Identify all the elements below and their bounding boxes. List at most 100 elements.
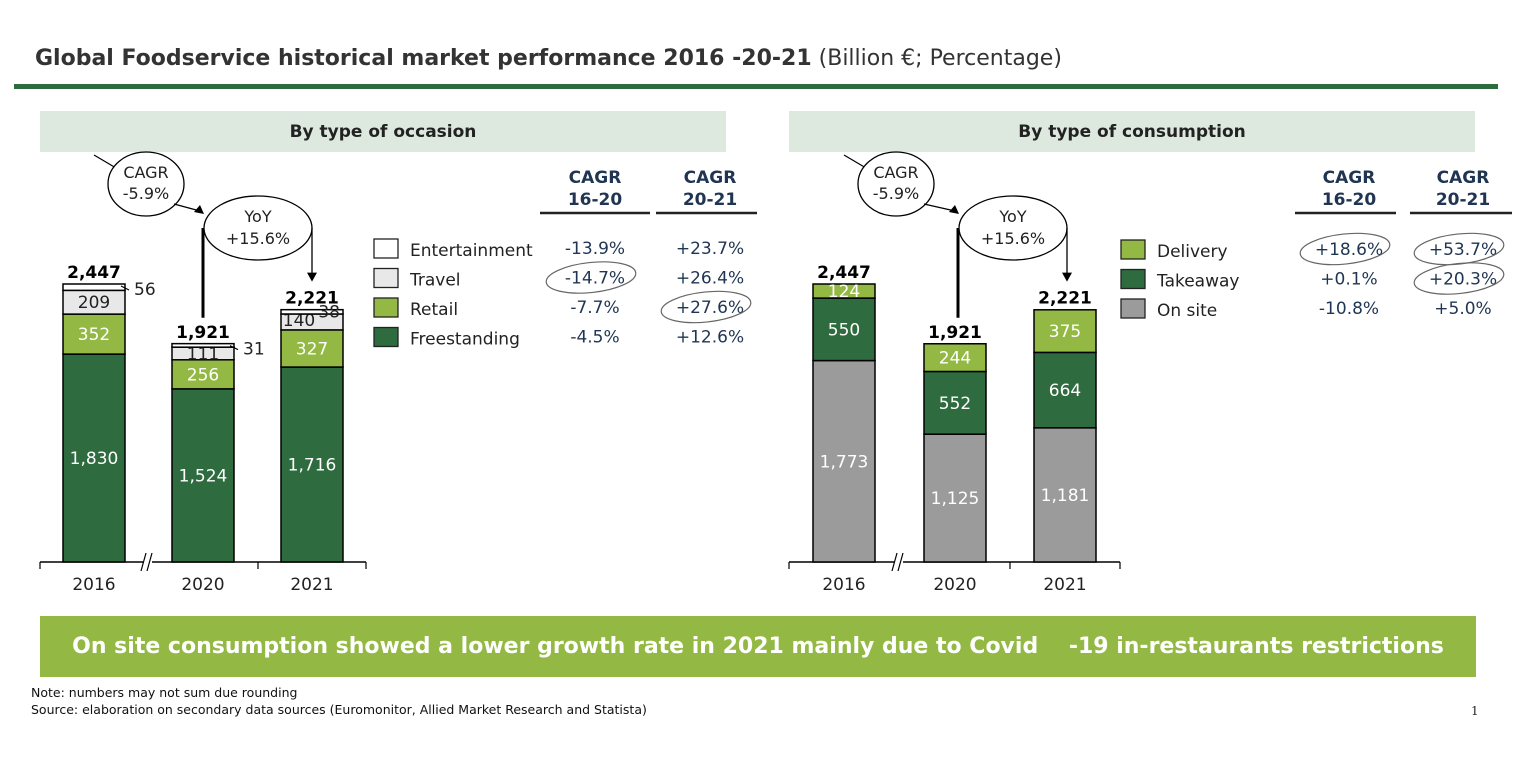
occasion-label-entertainment-2016: 56: [134, 280, 156, 300]
consumption-label-takeaway-2021: 664: [1049, 381, 1081, 401]
consumption-bar-takeaway-2020: [923, 370, 987, 435]
occasion-leader-line: [120, 285, 130, 291]
consumption-cagr-arrow: [923, 203, 956, 212]
consumption-bar-delivery-2021: [1033, 309, 1097, 354]
occasion-label-freestanding-2016: 1,830: [70, 449, 119, 469]
consumption-category-label-2020: 2020: [933, 575, 976, 595]
panel-header-occasion: By type of occasion: [40, 111, 726, 152]
occasion-legend-label-retail: Retail: [410, 300, 458, 320]
page-title-main: Global Foodservice historical market per…: [35, 46, 812, 71]
consumption-cagr-bubble-label: CAGR: [873, 163, 918, 182]
consumption-label-delivery-2016: 124: [828, 282, 860, 302]
occasion-cagr-arrowhead: [194, 205, 204, 214]
occasion-label-travel-2021: 140: [283, 311, 315, 331]
consumption-cagr-header-line2: 20-21: [1436, 190, 1490, 210]
occasion-cagr-16-20-entertainment: -13.9%: [565, 239, 625, 259]
consumption-cagr-header-line2: 16-20: [1322, 190, 1377, 210]
consumption-cagr-16-20-delivery: +18.6%: [1315, 240, 1383, 260]
consumption-highlight-circle: [1413, 262, 1505, 295]
consumption-bar-on-site-2016: [812, 359, 876, 563]
page-number: 1: [1471, 704, 1479, 718]
occasion-label-retail-2020: 256: [187, 365, 219, 385]
occasion-cagr-16-20-travel: -14.7%: [565, 269, 625, 289]
occasion-cagr-header-line2: 16-20: [568, 190, 623, 210]
occasion-legend-swatch-travel: [373, 267, 399, 289]
occasion-highlight-circle: [545, 261, 637, 294]
occasion-yoy-arrowhead: [307, 272, 317, 282]
consumption-cagr-connector: [843, 154, 867, 169]
occasion-yoy-bubble-value: +15.6%: [226, 229, 290, 248]
consumption-cagr-bubble: [857, 151, 935, 217]
page-title: Global Foodservice historical market per…: [35, 46, 1062, 71]
consumption-label-on-site-2016: 1,773: [820, 452, 869, 472]
consumption-legend-swatch-on-site: [1120, 298, 1146, 319]
occasion-yoy-bubble: [203, 195, 313, 261]
occasion-bar-entertainment-2020: [171, 342, 235, 348]
consumption-bar-takeaway-2016: [812, 297, 876, 362]
panel-header-consumption: By type of consumption: [789, 111, 1475, 152]
occasion-axis-break-mark: [140, 552, 147, 572]
consumption-legend-label-takeaway: Takeaway: [1156, 272, 1240, 292]
consumption-cagr-16-20-takeaway: +0.1%: [1320, 270, 1377, 290]
occasion-axis-break-gap: [143, 559, 152, 565]
page-title-unit: (Billion €; Percentage): [818, 46, 1062, 71]
occasion-cagr-20-21-travel: +26.4%: [676, 269, 744, 289]
occasion-bar-freestanding-2016: [62, 353, 126, 563]
consumption-cagr-arrowhead: [949, 205, 959, 214]
occasion-total-2021: 2,221: [285, 289, 339, 309]
consumption-axis-break-gap: [894, 559, 903, 565]
consumption-highlight-circle: [1413, 232, 1505, 266]
occasion-cagr-20-21-entertainment: +23.7%: [676, 239, 744, 259]
consumption-category-label-2021: 2021: [1043, 575, 1086, 595]
occasion-leader-line: [229, 345, 239, 351]
occasion-cagr-connector: [93, 154, 117, 169]
consumption-cagr-20-21-takeaway: +20.3%: [1429, 270, 1497, 290]
consumption-label-takeaway-2016: 550: [828, 320, 860, 340]
occasion-total-2016: 2,447: [67, 263, 121, 283]
consumption-cagr-bubble-value: -5.9%: [873, 184, 919, 203]
consumption-total-2016: 2,447: [817, 263, 871, 283]
consumption-label-takeaway-2020: 552: [939, 394, 971, 414]
consumption-total-2021: 2,221: [1038, 289, 1092, 309]
occasion-cagr-16-20-retail: -7.7%: [570, 298, 619, 318]
occasion-bar-entertainment-2021: [280, 308, 344, 315]
occasion-bar-retail-2021: [280, 329, 344, 368]
occasion-legend-swatch-entertainment: [373, 238, 399, 259]
occasion-category-label-2021: 2021: [290, 575, 333, 595]
occasion-label-entertainment-2020: 31: [243, 340, 265, 360]
occasion-label-freestanding-2020: 1,524: [179, 466, 228, 486]
consumption-cagr-20-21-on-site: +5.0%: [1434, 299, 1491, 319]
consumption-bar-on-site-2021: [1033, 427, 1097, 563]
occasion-label-retail-2021: 327: [296, 339, 328, 359]
occasion-cagr-header-line1: CAGR: [684, 168, 737, 188]
consumption-axis-break-mark: [897, 552, 904, 572]
occasion-bar-retail-2016: [62, 313, 126, 355]
consumption-bar-delivery-2020: [923, 343, 987, 373]
source-note: Source: elaboration on secondary data so…: [31, 702, 647, 717]
occasion-total-2020: 1,921: [176, 323, 230, 343]
consumption-label-on-site-2021: 1,181: [1041, 486, 1090, 506]
occasion-cagr-20-21-freestanding: +12.6%: [676, 328, 744, 348]
occasion-label-freestanding-2021: 1,716: [288, 456, 337, 476]
occasion-legend-label-travel: Travel: [409, 271, 461, 291]
occasion-highlight-circle: [660, 290, 752, 324]
consumption-category-label-2016: 2016: [822, 575, 865, 595]
consumption-bar-delivery-2016: [812, 283, 876, 299]
occasion-label-retail-2016: 352: [78, 325, 110, 345]
occasion-cagr-header-line2: 20-21: [683, 190, 737, 210]
occasion-legend-label-freestanding: Freestanding: [410, 330, 520, 350]
consumption-label-delivery-2021: 375: [1049, 322, 1081, 342]
consumption-label-on-site-2020: 1,125: [931, 489, 980, 509]
consumption-label-delivery-2020: 244: [939, 349, 971, 369]
consumption-cagr-header-line1: CAGR: [1437, 168, 1490, 188]
occasion-label-travel-2020: 111: [187, 344, 219, 364]
consumption-bar-on-site-2020: [923, 433, 987, 563]
consumption-total-2020: 1,921: [928, 323, 982, 343]
occasion-cagr-bubble: [107, 151, 185, 217]
consumption-cagr-20-21-delivery: +53.7%: [1429, 240, 1497, 260]
occasion-bar-entertainment-2016: [62, 283, 126, 292]
consumption-yoy-bubble: [958, 195, 1068, 261]
key-takeaway-banner: On site consumption showed a lower growt…: [40, 616, 1476, 677]
consumption-yoy-bubble-label: YoY: [998, 207, 1026, 226]
